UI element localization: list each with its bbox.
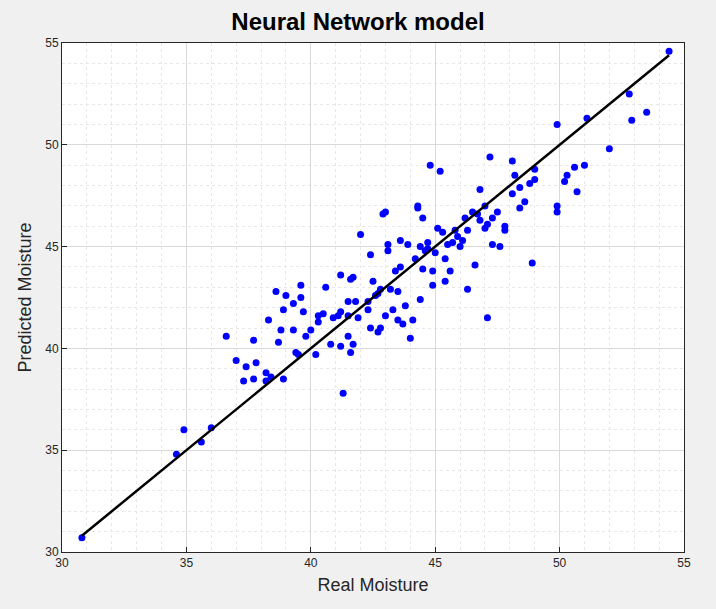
svg-text:40: 40 xyxy=(45,342,59,356)
svg-text:30: 30 xyxy=(45,545,59,559)
svg-text:Predicted Moisture: Predicted Moisture xyxy=(15,222,35,372)
svg-text:50: 50 xyxy=(45,138,59,152)
svg-text:45: 45 xyxy=(45,240,59,254)
svg-text:45: 45 xyxy=(429,556,443,570)
svg-text:30: 30 xyxy=(55,556,69,570)
svg-text:55: 55 xyxy=(45,36,59,50)
svg-text:40: 40 xyxy=(304,556,318,570)
svg-text:50: 50 xyxy=(553,556,567,570)
svg-text:55: 55 xyxy=(677,556,691,570)
svg-text:Neural Network model: Neural Network model xyxy=(231,8,484,35)
svg-text:35: 35 xyxy=(180,556,194,570)
svg-text:Real Moisture: Real Moisture xyxy=(317,575,428,595)
svg-text:35: 35 xyxy=(45,443,59,457)
